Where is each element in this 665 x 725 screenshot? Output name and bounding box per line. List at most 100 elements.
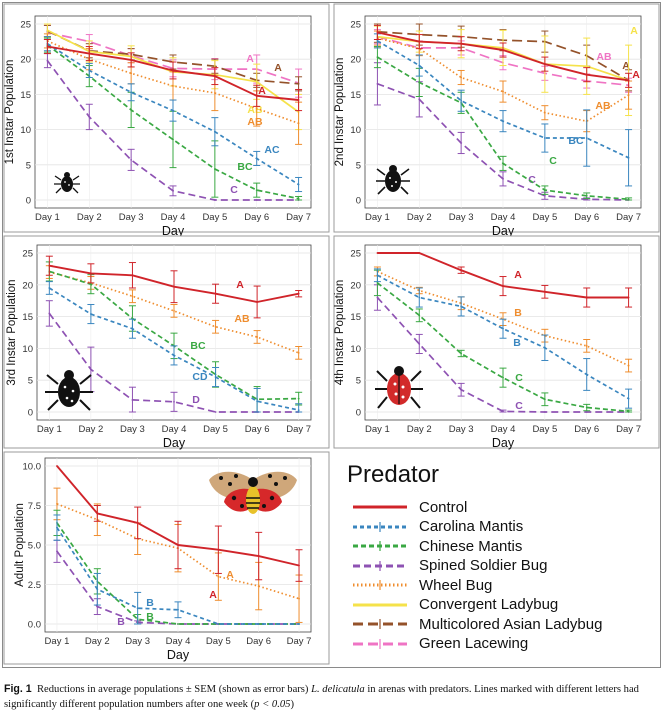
caption-p-value: p < 0.05	[254, 699, 291, 710]
significance-letter: AB	[595, 100, 611, 112]
data-point	[257, 623, 260, 625]
data-point	[172, 138, 174, 141]
x-tick-label: Day 7	[616, 212, 641, 223]
significance-letter: AB	[596, 51, 612, 63]
x-tick-label: Day 7	[616, 424, 641, 435]
data-point	[543, 63, 546, 66]
data-point	[460, 388, 463, 391]
y-axis-title: 1st Instar Population	[4, 60, 16, 165]
data-point	[213, 92, 216, 94]
data-point	[177, 608, 179, 611]
legend-label: Chinese Mantis	[419, 537, 523, 555]
significance-letter: AB	[234, 313, 250, 325]
y-tick-label: 15	[350, 90, 361, 101]
legend-swatch	[353, 638, 407, 649]
data-point	[96, 605, 99, 608]
data-point	[460, 42, 463, 45]
legend-item-spined-soldier-bug: Spined Soldier Bug	[351, 556, 547, 576]
data-point	[89, 283, 92, 286]
data-point	[298, 564, 300, 567]
series-carolina-mantis: AC	[43, 36, 303, 193]
data-point	[585, 373, 588, 376]
legend-label: Carolina Mantis	[419, 518, 524, 535]
x-tick-label: Day 6	[246, 636, 271, 647]
data-point	[376, 296, 379, 299]
data-point	[297, 409, 300, 411]
x-tick-label: Day 4	[161, 212, 186, 223]
x-tick-label: Day 1	[365, 424, 390, 435]
series-carolina-mantis: BC	[373, 33, 633, 187]
data-point	[376, 281, 379, 284]
series-control: A	[45, 255, 303, 319]
data-point	[130, 158, 133, 161]
data-point	[255, 199, 258, 201]
x-tick-label: Day 5	[532, 424, 557, 435]
y-tick-label: 20	[350, 280, 361, 291]
data-point	[46, 59, 49, 62]
y-tick-label: 10	[20, 125, 31, 136]
x-tick-label: Day 7	[286, 212, 311, 223]
x-tick-label: Day 1	[365, 212, 390, 223]
caption-closing: )	[290, 699, 294, 710]
x-axis-title: Day	[492, 436, 515, 450]
data-point	[213, 130, 216, 133]
x-tick-label: Day 1	[37, 424, 62, 435]
significance-letter: A	[258, 85, 266, 97]
y-tick-label: 10.0	[23, 462, 42, 473]
data-point	[460, 99, 463, 102]
data-point	[376, 56, 379, 58]
data-point	[502, 177, 504, 180]
data-point	[172, 189, 174, 192]
data-point	[297, 82, 300, 85]
y-tick-label: 0.0	[28, 620, 41, 631]
data-point	[418, 81, 421, 84]
x-tick-label: Day 1	[35, 212, 60, 223]
legend-swatch	[353, 619, 407, 629]
x-tick-label: Day 4	[166, 636, 191, 647]
data-point	[130, 91, 133, 94]
x-tick-label: Day 3	[449, 424, 474, 435]
caption-text-1: Reductions in average populations ± SEM …	[36, 684, 309, 695]
data-point	[130, 108, 133, 111]
significance-letter: A	[246, 53, 254, 65]
x-axis-title: Day	[163, 436, 186, 450]
x-tick-label: Day 7	[286, 424, 311, 435]
x-tick-label: Day 4	[491, 424, 516, 435]
x-tick-label: Day 3	[125, 636, 150, 647]
data-point	[627, 79, 630, 82]
legend-label: Control	[419, 498, 468, 516]
legend-item-multicolored-asian-ladybug: Multicolored Asian Ladybug	[351, 614, 602, 634]
series-control: A	[43, 38, 303, 112]
data-point	[255, 80, 258, 83]
data-point	[585, 73, 588, 76]
figure-frame	[2, 2, 661, 668]
data-point	[214, 411, 217, 413]
series-carolina-mantis: B	[53, 514, 300, 625]
significance-letter: AC	[264, 144, 280, 156]
significance-letter: A	[630, 25, 638, 37]
data-point	[46, 29, 49, 32]
data-point	[255, 189, 258, 192]
legend-item-green-lacewing: Green Lacewing	[351, 634, 528, 654]
data-point	[89, 313, 92, 315]
data-point	[130, 59, 133, 61]
data-point	[48, 312, 51, 315]
series-wheel-bug: AB	[45, 265, 303, 360]
x-tick-label: Day 2	[85, 636, 110, 647]
significance-letter: A	[226, 569, 234, 581]
data-point	[627, 364, 630, 367]
data-point	[418, 343, 421, 345]
data-point	[460, 269, 463, 272]
legend-item-control: Control	[351, 497, 467, 517]
data-point	[418, 40, 421, 43]
x-tick-label: Day 2	[407, 212, 432, 223]
data-point	[297, 397, 300, 400]
y-tick-label: 20	[350, 55, 361, 66]
x-tick-label: Day 1	[45, 636, 70, 647]
significance-letter: B	[146, 597, 154, 609]
x-tick-label: Day 2	[407, 424, 432, 435]
y-axis-title: 3rd Instar Population	[6, 279, 18, 385]
y-tick-label: 20	[22, 280, 33, 291]
legend-swatch	[353, 505, 407, 509]
legend-swatch	[353, 603, 407, 606]
